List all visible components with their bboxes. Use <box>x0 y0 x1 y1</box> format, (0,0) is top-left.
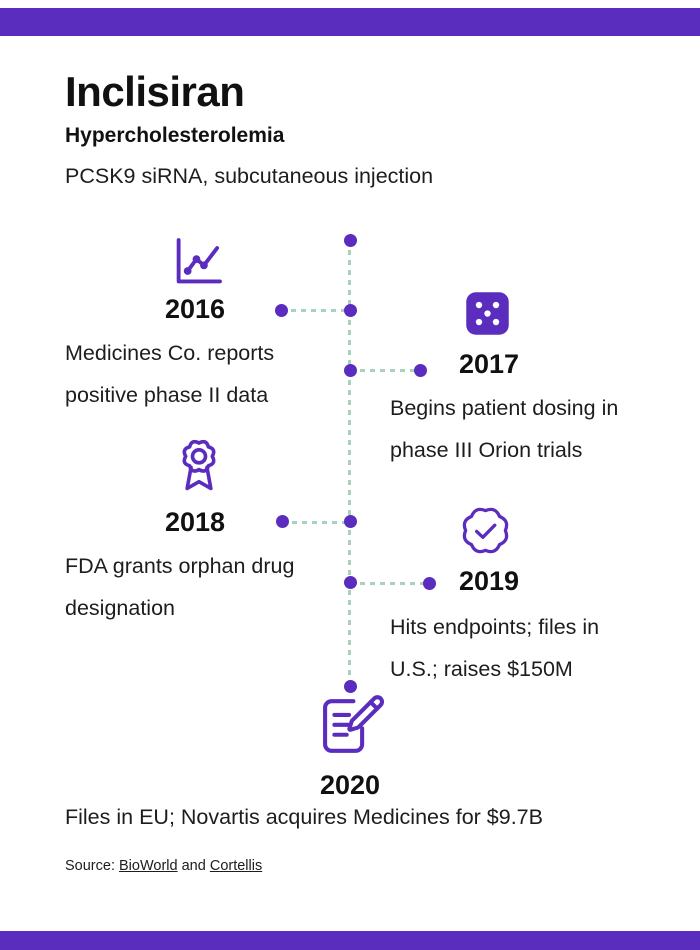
event-year-2019: 2019 <box>459 566 520 596</box>
timeline-dot-top <box>344 234 357 247</box>
bottom-accent-bar <box>0 931 700 950</box>
timeline-dot-2019-end <box>423 577 436 590</box>
source-link-cortellis[interactable]: Cortellis <box>209 858 263 874</box>
event-text-2020: Files in EU; Novartis acquires Medicines… <box>65 805 543 829</box>
badge-check-icon <box>459 504 512 557</box>
event-year-2016: 2016 <box>164 294 226 324</box>
document-pen-icon <box>314 690 384 762</box>
timeline-dot-2018-end <box>276 515 289 528</box>
source-conjunction: and <box>181 858 206 874</box>
connector-2018 <box>282 521 350 524</box>
dice-icon <box>462 288 513 339</box>
top-accent-bar <box>0 8 700 36</box>
event-year-2018: 2018 <box>164 507 226 537</box>
connector-2016 <box>281 309 350 312</box>
timeline-dot-2016-end <box>275 304 288 317</box>
drug-description: PCSK9 siRNA, subcutaneous injection <box>65 164 434 188</box>
award-ribbon-icon <box>170 436 228 496</box>
drug-title: Inclisiran <box>65 68 245 115</box>
timeline-dot-2019-spine <box>344 576 357 589</box>
event-year-2017: 2017 <box>459 349 520 379</box>
timeline-dot-2018-spine <box>344 515 357 528</box>
event-text-2016: Medicines Co. reports positive phase II … <box>65 341 275 407</box>
source-link-bioworld[interactable]: BioWorld <box>119 858 178 874</box>
line-chart-icon <box>167 231 229 293</box>
timeline-dot-2017-end <box>414 364 427 377</box>
event-text-2017: Begins patient dosing in phase III Orion… <box>390 396 619 462</box>
timeline-dot-2017-spine <box>344 364 357 377</box>
event-text-2018: FDA grants orphan drug designation <box>65 554 295 620</box>
source-label: Source: <box>65 858 115 874</box>
connector-2017 <box>350 369 421 372</box>
event-text-2019: Hits endpoints; files in U.S.; raises $1… <box>390 615 600 681</box>
indication-subtitle: Hypercholesterolemia <box>65 124 285 147</box>
event-year-2020: 2020 <box>319 770 381 800</box>
timeline-dot-2016-spine <box>344 304 357 317</box>
connector-2019 <box>350 582 430 585</box>
source-line: Source: BioWorld and Cortellis <box>65 858 262 874</box>
timeline-dot-bottom <box>344 680 357 693</box>
timeline-vertical-line <box>348 240 351 686</box>
